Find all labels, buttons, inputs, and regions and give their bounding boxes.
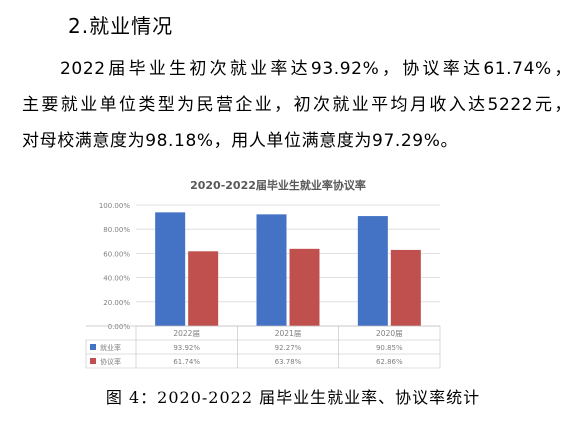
figure-caption: 图 4：2020-2022 届毕业生就业率、协议率统计 xyxy=(105,388,481,407)
table-value: 63.78% xyxy=(275,358,302,366)
employment-paragraph: 2022届毕业生初次就业率达93.92%，协议率达61.74%， 主要就业单位类型… xyxy=(22,51,572,159)
x-tick-label: 2021届 xyxy=(275,329,302,338)
employment-chart: 2020-2022届毕业生就业率协议率 0.00% 20.00% 40.00% 60.… xyxy=(85,178,441,369)
chart-container: 2020-2022届毕业生就业率协议率 0.00% 20.00% 40.00% 60.… xyxy=(78,168,464,373)
bar xyxy=(256,214,287,326)
sentence-school-satisfaction: 对母校满意度为98.18%， xyxy=(22,131,232,151)
table-value: 92.27% xyxy=(275,344,302,352)
y-tick-label: 60.00% xyxy=(103,250,130,258)
y-tick-label: 80.00% xyxy=(103,226,130,234)
table-value: 93.92% xyxy=(173,344,200,352)
legend-key xyxy=(90,344,96,350)
x-tick-label: 2022届 xyxy=(173,329,200,338)
y-tick-label: 20.00% xyxy=(103,299,130,307)
table-value: 90.85% xyxy=(376,344,403,352)
bar xyxy=(357,216,388,326)
bar xyxy=(188,251,219,326)
sentence-employer-satisfaction: 用人单位满意度为97.29%。 xyxy=(231,131,459,151)
sentence-employer-type: 主要就业单位类型为民营企业， xyxy=(22,95,294,115)
bar xyxy=(155,212,186,326)
y-tick-label: 0.00% xyxy=(108,323,131,331)
y-tick-label: 40.00% xyxy=(103,275,130,283)
y-tick-label: 100.00% xyxy=(99,202,130,210)
section-heading: 2.就业情况 xyxy=(68,14,174,38)
sentence-employment-rate: 2022届毕业生初次就业率达93.92%， xyxy=(60,59,403,79)
sentence-monthly-income: 初次就业平均月收入达5222元， xyxy=(293,95,572,115)
table-value: 61.74% xyxy=(173,358,200,366)
legend-label: 就业率 xyxy=(100,343,121,352)
bar xyxy=(289,248,320,326)
sentence-agreement-rate: 协议率达61.74%， xyxy=(402,59,573,79)
table-value: 62.86% xyxy=(376,358,403,366)
x-tick-label: 2020届 xyxy=(376,329,403,338)
bar xyxy=(390,249,421,326)
legend-key xyxy=(90,358,96,364)
legend-label: 协议率 xyxy=(100,357,121,366)
chart-title: 2020-2022届毕业生就业率协议率 xyxy=(190,178,366,192)
